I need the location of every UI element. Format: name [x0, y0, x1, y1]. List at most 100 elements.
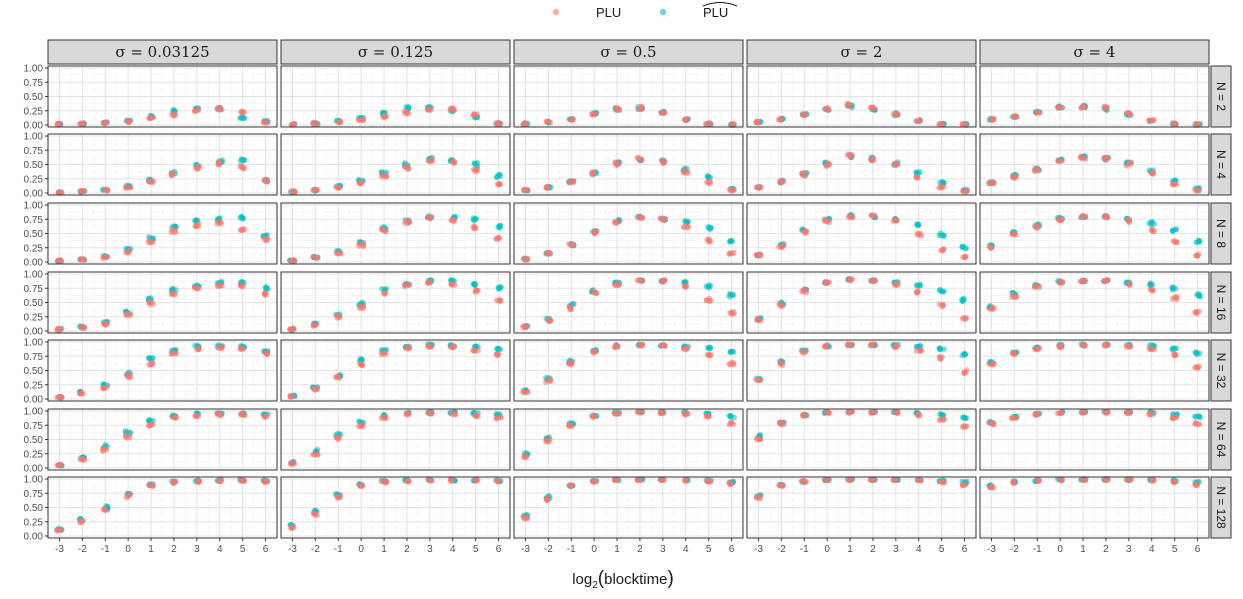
- point-plu: [963, 423, 970, 430]
- point-plu: [290, 326, 297, 333]
- x-tick-label: 6: [729, 544, 735, 555]
- point-plu: [868, 477, 875, 483]
- legend-label-2: PLU: [703, 5, 728, 20]
- point-plu: [237, 227, 244, 233]
- point-plu: [661, 342, 668, 349]
- x-tick-label: 3: [427, 544, 433, 555]
- point-plu: [55, 189, 62, 196]
- point-plu: [402, 110, 409, 117]
- point-plu-hat: [357, 355, 364, 362]
- panel-border: [280, 133, 511, 196]
- point-plu: [867, 104, 874, 111]
- point-plu: [522, 120, 529, 127]
- x-tick-label: 3: [660, 544, 666, 555]
- point-plu: [893, 343, 900, 350]
- y-tick-label: 0.75: [24, 489, 44, 500]
- point-plu: [357, 423, 364, 430]
- point-plu: [1125, 218, 1132, 225]
- point-plu: [1082, 409, 1089, 416]
- point-plu: [56, 327, 63, 333]
- point-plu: [406, 281, 412, 288]
- point-plu: [470, 166, 477, 173]
- point-plu: [1079, 477, 1086, 484]
- point-plu: [1193, 252, 1200, 259]
- point-plu: [567, 422, 574, 429]
- point-plu: [590, 478, 597, 485]
- point-plu: [383, 173, 390, 180]
- point-plu: [1078, 104, 1084, 111]
- point-plu: [704, 413, 710, 420]
- point-plu: [918, 478, 924, 484]
- x-tick-label: 3: [194, 544, 200, 555]
- row-strip: [1210, 65, 1232, 128]
- point-plu: [635, 105, 642, 112]
- point-plu: [1010, 415, 1017, 421]
- x-tick-label: 1: [614, 544, 620, 555]
- point-plu: [336, 492, 343, 499]
- row-strip: [1210, 339, 1232, 402]
- point-plu: [546, 436, 553, 443]
- point-plu: [495, 119, 502, 126]
- point-plu: [1031, 284, 1038, 291]
- point-plu: [894, 409, 901, 416]
- x-tick-label: -1: [101, 544, 110, 555]
- point-plu: [1172, 120, 1179, 127]
- point-plu-hat: [917, 169, 923, 175]
- point-plu: [682, 410, 688, 417]
- legend-hat-mark: [702, 2, 738, 7]
- x-tick-label: 6: [962, 544, 968, 555]
- point-plu: [57, 393, 64, 400]
- x-tick-label: 4: [916, 544, 922, 555]
- point-plu-hat: [470, 281, 477, 287]
- point-plu-hat: [494, 173, 500, 180]
- point-plu-hat: [914, 282, 921, 289]
- point-plu: [544, 495, 551, 502]
- point-plu: [81, 324, 88, 331]
- point-plu: [241, 165, 248, 171]
- point-plu: [635, 277, 641, 284]
- x-tick-label: 2: [404, 544, 410, 555]
- point-plu: [216, 160, 223, 167]
- row-strip-label: N = 8: [1214, 219, 1228, 248]
- x-tick-label: 1: [381, 544, 387, 555]
- point-plu: [1055, 104, 1061, 110]
- x-axis-label-close-paren: ): [667, 568, 673, 589]
- point-plu: [936, 417, 943, 424]
- point-plu: [890, 218, 897, 224]
- panel: [47, 476, 278, 539]
- point-plu: [803, 289, 810, 296]
- y-tick-label: 0.50: [24, 503, 44, 514]
- y-tick-label: 0.75: [24, 215, 44, 226]
- point-plu: [214, 282, 221, 289]
- point-plu: [1150, 116, 1157, 123]
- x-tick-label: -3: [521, 544, 530, 555]
- x-tick-label: -3: [987, 544, 996, 555]
- point-plu-hat: [727, 238, 734, 245]
- point-plu: [291, 188, 298, 195]
- row-strip-label: N = 64: [1214, 422, 1228, 458]
- point-plu: [729, 359, 736, 366]
- point-plu: [288, 121, 295, 128]
- legend: PLU PLU: [552, 2, 738, 20]
- x-axis-label-arg: blocktime: [604, 571, 667, 588]
- point-plu: [680, 345, 687, 352]
- point-plu-hat: [959, 243, 966, 250]
- point-plu: [428, 477, 435, 484]
- point-plu: [1149, 411, 1156, 418]
- column-strip: [746, 39, 977, 65]
- point-plu: [801, 172, 808, 179]
- x-tick-label: 2: [637, 544, 643, 555]
- point-plu: [240, 109, 247, 115]
- panel-border: [746, 65, 977, 128]
- point-plu: [776, 482, 782, 489]
- point-plu-hat: [937, 346, 944, 352]
- point-plu-hat: [238, 158, 244, 165]
- point-plu: [1036, 166, 1043, 173]
- point-plu: [727, 481, 734, 488]
- point-plu: [1126, 111, 1133, 118]
- point-plu-hat: [473, 215, 480, 222]
- x-tick-label: 1: [847, 544, 853, 555]
- x-tick-label: 3: [1126, 544, 1132, 555]
- point-plu: [990, 180, 997, 187]
- point-plu: [778, 116, 785, 123]
